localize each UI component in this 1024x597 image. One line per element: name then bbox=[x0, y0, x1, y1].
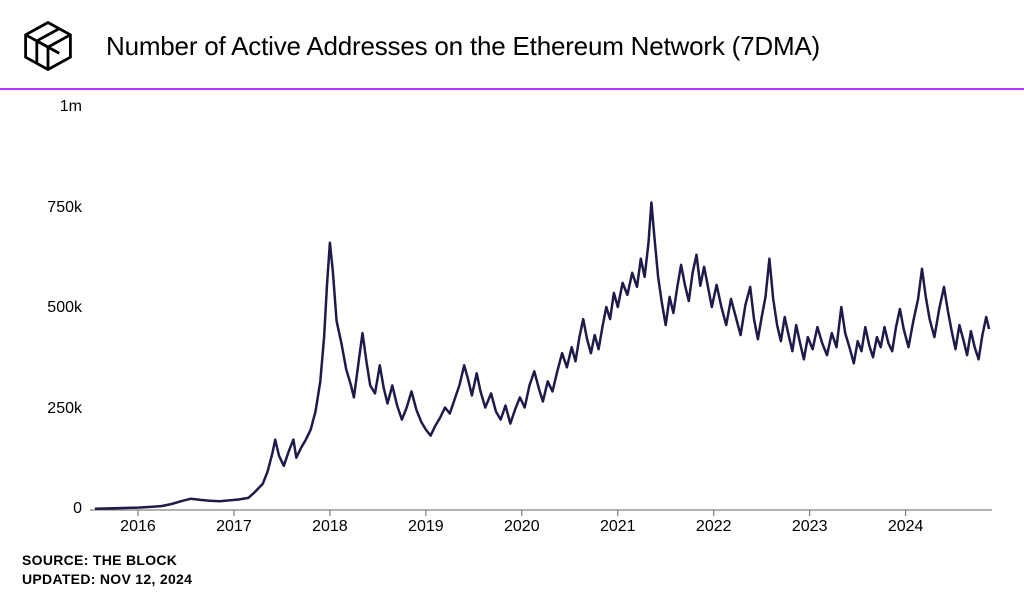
x-tick-label: 2024 bbox=[876, 518, 936, 536]
chart-title: Number of Active Addresses on the Ethere… bbox=[106, 31, 820, 62]
x-tick-label: 2019 bbox=[396, 518, 456, 536]
chart-plot-area: 0 250k 500k 750k 1m 2016 2017 2018 2019 2020 2021… bbox=[20, 90, 1004, 547]
source-label: SOURCE: THE BLOCK bbox=[22, 551, 192, 570]
x-tick-label: 2017 bbox=[204, 518, 264, 536]
chart-footer: SOURCE: THE BLOCK UPDATED: NOV 12, 2024 bbox=[22, 551, 192, 589]
chart-container: Number of Active Addresses on the Ethere… bbox=[0, 0, 1024, 597]
x-tick-label: 2020 bbox=[492, 518, 552, 536]
the-block-logo-icon bbox=[20, 18, 76, 74]
x-tick-label: 2021 bbox=[588, 518, 648, 536]
x-tick-label: 2022 bbox=[684, 518, 744, 536]
y-tick-label: 0 bbox=[32, 500, 82, 518]
y-tick-label: 1m bbox=[32, 98, 82, 116]
x-tick-label: 2016 bbox=[108, 518, 168, 536]
y-tick-label: 500k bbox=[32, 299, 82, 317]
chart-svg bbox=[20, 90, 1004, 540]
chart-header: Number of Active Addresses on the Ethere… bbox=[0, 0, 1024, 90]
x-tick-label: 2023 bbox=[780, 518, 840, 536]
y-tick-label: 250k bbox=[32, 400, 82, 418]
updated-label: UPDATED: NOV 12, 2024 bbox=[22, 570, 192, 589]
x-tick-label: 2018 bbox=[300, 518, 360, 536]
y-tick-label: 750k bbox=[32, 199, 82, 217]
